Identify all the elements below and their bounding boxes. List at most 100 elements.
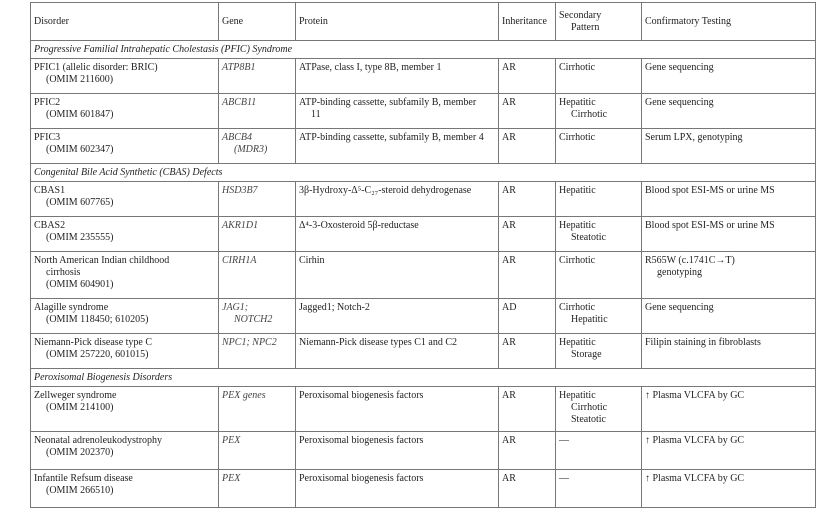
table-cell: Cirrhotic [555,251,642,299]
table-cell: AR [498,216,556,252]
cell-line: North American Indian childhood [34,255,170,266]
cell-line: 3β-Hydroxy-Δ⁵-C₂₇-steroid dehydrogenase [299,185,472,196]
cell-line: AR [502,62,516,73]
cell-line: Cirrhotic [559,62,596,73]
header-cell: Inheritance [498,2,556,41]
table-cell: Hepatitic Storage [555,333,642,369]
cell-line: Niemann-Pick disease type C [34,337,153,348]
cell-line: Cirrhotic [571,402,608,413]
cell-line: ↑ Plasma VLCFA by GC [645,390,745,401]
cell-line: Peroxisomal biogenesis factors [299,473,424,484]
table-cell: JAG1; NOTCH2 [218,298,296,334]
section-title: Congenital Bile Acid Synthetic (CBAS) De… [30,163,816,182]
cell-line: Gene sequencing [645,302,714,313]
table-row: Zellweger syndrome (OMIM 214100) PEX genes… [30,386,816,432]
table-cell: ABCB4 (MDR3) [218,128,296,164]
cell-line: Serum LPX, genotyping [645,132,743,143]
cell-line: NPC1; NPC2 [222,337,277,348]
table-cell: Infantile Refsum disease (OMIM 266510) [30,469,219,508]
cell-line: (OMIM 257220, 601015) [46,349,149,360]
table-row: PFIC1 (allelic disorder: BRIC) (OMIM 2116… [30,58,816,94]
cell-line: PFIC1 (allelic disorder: BRIC) [34,62,158,73]
header-row: Disorder Gene Protein Inheritance Secondary P… [30,2,816,41]
cell-line: cirrhosis [46,267,81,278]
cell-line: Infantile Refsum disease [34,473,133,484]
cell-line: (OMIM 607765) [46,197,114,208]
table-cell: AKR1D1 [218,216,296,252]
cell-line: Secondary [559,9,602,21]
cell-line: (OMIM 604901) [46,279,114,290]
table-cell: ↑ Plasma VLCFA by GC [641,469,816,508]
cell-line: Disorder [34,15,69,27]
table-cell: CBAS1 (OMIM 607765) [30,181,219,217]
header-cell: Confirmatory Testing [641,2,816,41]
table-row: PFIC3 (OMIM 602347) ABCB4 (MDR3) ATP-binding… [30,128,816,164]
table-cell: AD [498,298,556,334]
cell-line: (OMIM 602347) [46,144,114,155]
table-cell: PEX [218,431,296,470]
table-cell: Zellweger syndrome (OMIM 214100) [30,386,219,432]
table-cell: 3β-Hydroxy-Δ⁵-C₂₇-steroid dehydrogenase [295,181,499,217]
cell-line: PFIC3 [34,132,61,143]
cell-line: (OMIM 266510) [46,485,114,496]
cell-line: AR [502,255,516,266]
cell-line: AR [502,390,516,401]
cell-line: 11 [311,109,321,120]
table-cell: Peroxisomal biogenesis factors [295,469,499,508]
cell-line: ABCB4 [222,132,252,143]
table-cell: Serum LPX, genotyping [641,128,816,164]
cell-line: AKR1D1 [222,220,259,231]
table-cell: Cirrhotic Hepatitic [555,298,642,334]
table-cell: HSD3B7 [218,181,296,217]
cell-line: Peroxisomal biogenesis factors [299,390,424,401]
cell-line: (MDR3) [234,144,268,155]
cell-line: AD [502,302,517,313]
table-row: CBAS1 (OMIM 607765) HSD3B7 3β-Hydroxy-Δ⁵-C₂… [30,181,816,217]
cell-line: ATPase, class I, type 8B, member 1 [299,62,442,73]
table-cell: ↑ Plasma VLCFA by GC [641,431,816,470]
table-cell: Blood spot ESI-MS or urine MS [641,181,816,217]
cell-line: Cirrhotic [559,255,596,266]
cell-line: Gene sequencing [645,62,714,73]
cell-line: Steatotic [571,232,606,243]
table-cell: Hepatitic Cirrhotic Steatotic [555,386,642,432]
table-cell: CBAS2 (OMIM 235555) [30,216,219,252]
table-cell: AR [498,333,556,369]
cell-line: (OMIM 202370) [46,447,114,458]
table-cell: Hepatitic Cirrhotic [555,93,642,129]
table-cell: ABCB11 [218,93,296,129]
table-cell: Hepatitic Steatotic [555,216,642,252]
table-row: North American Indian childhood cirrhosis… [30,251,816,299]
cell-line: (OMIM 214100) [46,402,114,413]
table-cell: AR [498,469,556,508]
cell-line: ABCB11 [222,97,257,108]
section-row: Congenital Bile Acid Synthetic (CBAS) De… [30,163,816,182]
cell-line: PFIC2 [34,97,61,108]
cell-line: Hepatitic [571,314,608,325]
cell-line: (OMIM 211600) [46,74,114,85]
table-cell: AR [498,181,556,217]
cell-line: Gene sequencing [645,97,714,108]
cell-line: Protein [299,15,328,27]
table-cell: PEX genes [218,386,296,432]
cell-line: Hepatitic [559,337,596,348]
cell-line: (OMIM 601847) [46,109,114,120]
table-cell: PFIC1 (allelic disorder: BRIC) (OMIM 2116… [30,58,219,94]
table-row: CBAS2 (OMIM 235555) AKR1D1 Δ⁴-3-Oxosteroid … [30,216,816,252]
cell-line: PEX [222,473,241,484]
cell-line: PEX genes [222,390,266,401]
table-cell: NPC1; NPC2 [218,333,296,369]
cell-line: Jagged1; Notch-2 [299,302,370,313]
table-cell: Cirrhotic [555,128,642,164]
table-cell: AR [498,93,556,129]
table-row: Infantile Refsum disease (OMIM 266510) PEX… [30,469,816,508]
table-cell: Hepatitic [555,181,642,217]
cell-line: Hepatitic [559,185,596,196]
table-cell: AR [498,386,556,432]
cell-line: ATP-binding cassette, subfamily B, membe… [299,132,484,143]
cell-line: Hepatitic [559,390,596,401]
cell-line: genotyping [657,267,702,278]
cell-line: Cirrhotic [559,302,596,313]
table-cell: Δ⁴-3-Oxosteroid 5β-reductase [295,216,499,252]
